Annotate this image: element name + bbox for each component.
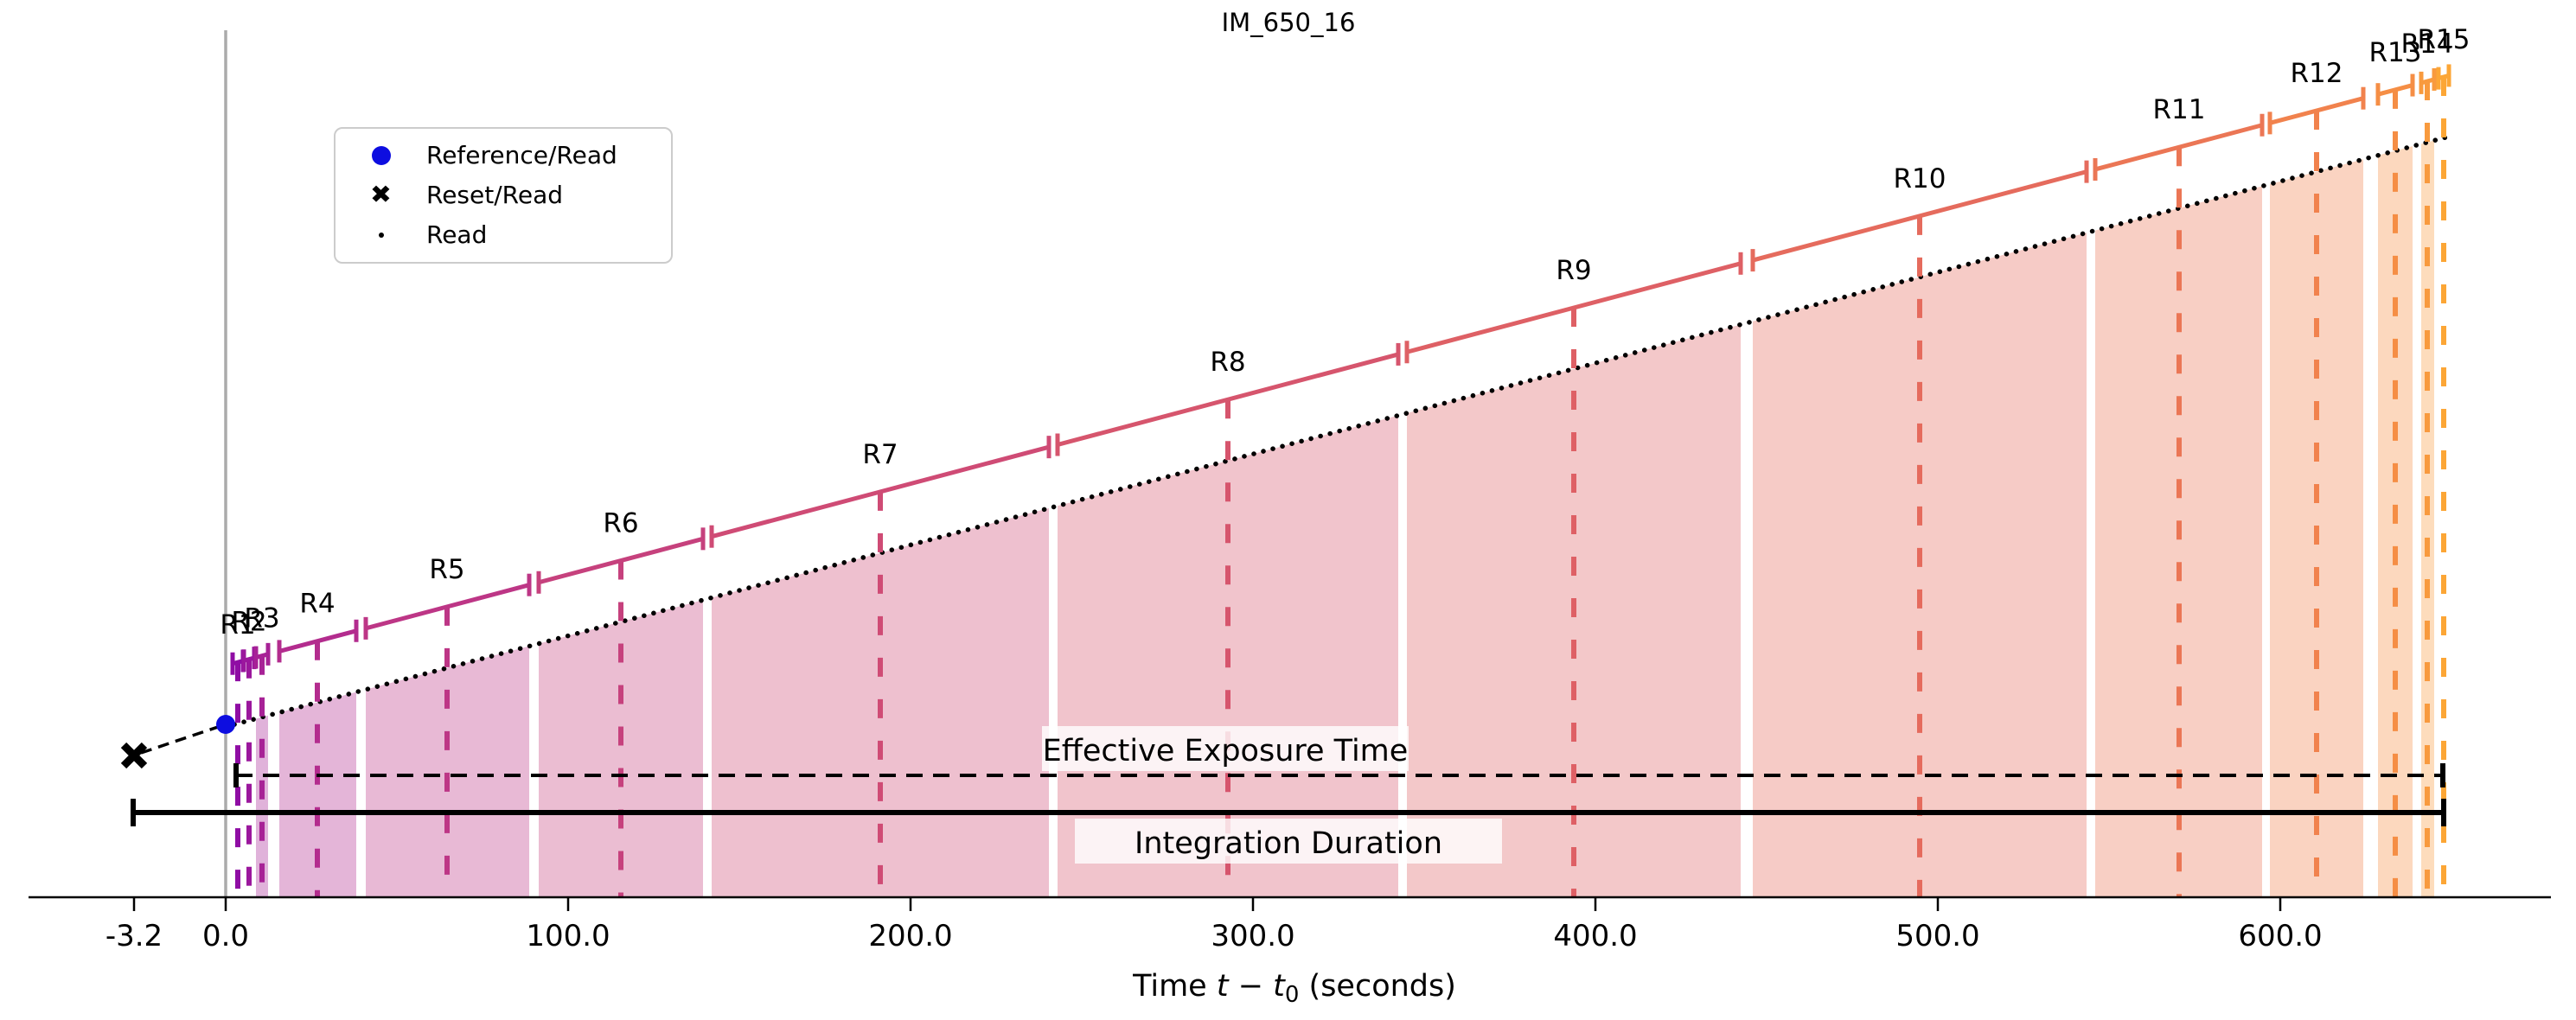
- legend-item-read: Read: [336, 215, 671, 255]
- read-label: R8: [1210, 347, 1245, 378]
- read-interval-segment: [538, 536, 704, 585]
- read-interval-segment: [711, 444, 1050, 539]
- read-label: R9: [1556, 255, 1591, 286]
- effective-exposure-label-box: [1042, 726, 1409, 771]
- read-band: [539, 600, 703, 897]
- read-ramp-dotted-line: [222, 134, 2451, 730]
- read-interval-segment: [2094, 123, 2263, 172]
- read-label: R11: [2153, 94, 2206, 125]
- legend-item-reset: ✖ Reset/Read: [336, 175, 671, 215]
- x-axis-ticks: -3.2 0.0 100.0 200.0 300.0 400.0 500.0 600.0: [105, 897, 2323, 953]
- effective-exposure-label: Effective Exposure Time: [1043, 734, 1409, 768]
- integration-duration-label: Integration Duration: [1135, 826, 1442, 861]
- read-band: [2421, 140, 2434, 897]
- read-label: R5: [429, 554, 464, 585]
- read-label: R10: [1894, 163, 1946, 194]
- read-label: R13: [2369, 37, 2422, 68]
- read-label: R6: [603, 508, 638, 539]
- legend-item-label: Reference/Read: [426, 141, 617, 169]
- read-band: [279, 692, 356, 897]
- read-band: [366, 646, 529, 897]
- read-interval-segment: [2377, 83, 2413, 97]
- read-label: R15: [2418, 24, 2471, 55]
- reset-x-icon: ✖: [369, 180, 393, 210]
- x-axis-tick-label: 100.0: [526, 919, 610, 953]
- read-label: R14: [2401, 29, 2454, 60]
- x-axis-tick-label: 600.0: [2238, 919, 2322, 953]
- read-label: R4: [299, 589, 335, 620]
- reset-connector-line: [140, 724, 221, 755]
- read-label: R7: [862, 439, 898, 470]
- x-axis-tick-label: 400.0: [1553, 919, 1637, 953]
- x-axis-tick-label: 0.0: [202, 919, 249, 953]
- read-interval-segment: [1406, 261, 1742, 354]
- reference-dot-icon: [336, 146, 426, 165]
- x-axis-tick-label: -3.2: [105, 919, 163, 953]
- read-time-lines: [235, 77, 2446, 897]
- integration-duration-label-box: [1075, 819, 1502, 864]
- reference-read-marker: [216, 715, 235, 734]
- read-label: R1: [220, 609, 255, 641]
- chart-title: IM_650_16: [1222, 8, 1356, 37]
- legend: Reference/Read ✖ Reset/Read Read: [334, 127, 673, 264]
- read-interval-segment: [278, 628, 357, 653]
- read-interval-segment: [365, 583, 530, 631]
- x-axis-tick-label: 300.0: [1211, 919, 1294, 953]
- read-interval-segment: [1752, 169, 2087, 263]
- legend-item-label: Reset/Read: [426, 181, 564, 209]
- read-band: [256, 715, 268, 897]
- x-axis-tick-label: 200.0: [868, 919, 952, 953]
- read-interval-segment: [1057, 352, 1399, 447]
- legend-item-label: Read: [426, 220, 488, 249]
- read-band: [2095, 186, 2262, 897]
- read-interval-segment: [2269, 96, 2364, 125]
- read-label: R2: [231, 607, 266, 638]
- x-axis-title: Time t − t0 (seconds): [1132, 969, 1456, 1008]
- read-label: R3: [244, 603, 279, 634]
- read-dot-icon: [336, 233, 426, 238]
- legend-item-reference: Reference/Read: [336, 136, 671, 175]
- reset-read-marker: [120, 742, 148, 769]
- x-axis-tick-label: 500.0: [1895, 919, 1979, 953]
- read-label: R12: [2291, 58, 2343, 89]
- read-interval-line: [230, 64, 2451, 675]
